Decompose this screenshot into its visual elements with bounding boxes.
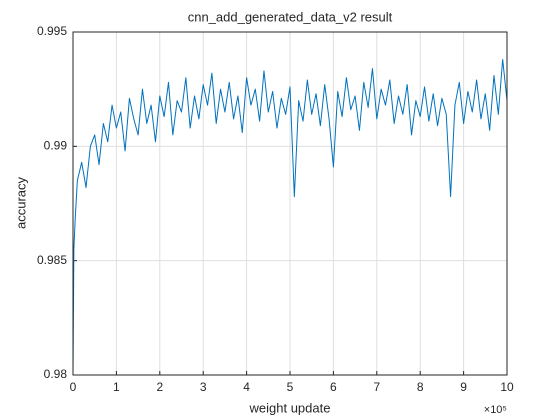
x-tick-label: 10	[500, 380, 514, 394]
x-tick-label: 0	[70, 380, 77, 394]
x-tick-label: 2	[156, 380, 163, 394]
y-tick-label: 0.995	[37, 24, 67, 38]
x-tick-label: 4	[243, 380, 250, 394]
chart-title: cnn_add_generated_data_v2 result	[188, 9, 393, 24]
x-axis-label: weight update	[249, 400, 331, 415]
x-tick-label: 5	[287, 380, 294, 394]
data-line	[72, 58, 508, 376]
x-exponent-label: ×10⁵	[484, 404, 507, 416]
y-tick-label: 0.99	[44, 139, 68, 153]
x-tick-label: 7	[373, 380, 380, 394]
x-tick-label: 1	[113, 380, 120, 394]
y-tick-label: 0.98	[44, 367, 68, 381]
x-tick-label: 6	[330, 380, 337, 394]
x-tick-label: 3	[200, 380, 207, 394]
x-tick-label: 8	[417, 380, 424, 394]
axes-box	[72, 31, 508, 376]
x-tick-label: 9	[460, 380, 467, 394]
y-tick-label: 0.985	[37, 253, 67, 267]
y-axis-label: accuracy	[13, 176, 28, 229]
